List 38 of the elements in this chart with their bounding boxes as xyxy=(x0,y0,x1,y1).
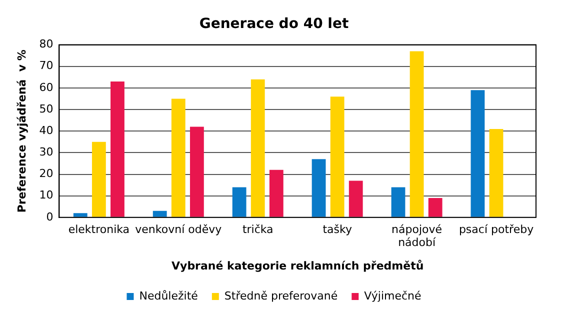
legend-label: Nedůležité xyxy=(139,289,198,302)
x-tick-label: tašky xyxy=(322,222,352,236)
bar xyxy=(171,98,186,217)
y-tick-label: 80 xyxy=(39,38,54,51)
bar xyxy=(312,159,326,217)
bar xyxy=(470,90,485,217)
y-tick-label: 60 xyxy=(39,80,54,94)
y-tick-label: 40 xyxy=(39,124,54,137)
bar xyxy=(250,79,265,217)
y-tick-label: 50 xyxy=(39,102,54,116)
bar xyxy=(428,198,442,217)
y-tick-label: 20 xyxy=(39,167,54,180)
bar xyxy=(92,142,106,217)
bar xyxy=(391,187,406,217)
y-axis-title: Preference vyjádřená v % xyxy=(15,50,28,213)
x-tick-label: psací potřeby xyxy=(458,222,534,236)
y-tick-label: 30 xyxy=(39,146,54,159)
bar xyxy=(489,128,504,217)
bar xyxy=(190,126,204,217)
bar xyxy=(110,81,124,217)
chart-title: Generace do 40 let xyxy=(199,16,349,32)
y-tick-label: 0 xyxy=(46,210,54,224)
x-tick-label: elektronika xyxy=(68,222,130,236)
bar xyxy=(348,180,363,217)
bar xyxy=(410,51,424,217)
x-axis-title: Vybrané kategorie reklamních předmětů xyxy=(172,259,424,272)
x-tick-label: nápojové nádobí xyxy=(392,222,442,250)
bar xyxy=(269,170,284,217)
legend-label: Výjimečné xyxy=(364,289,422,302)
y-tick-label: 70 xyxy=(39,59,54,72)
bar xyxy=(73,213,88,217)
legend-label: Středně preferované xyxy=(224,289,338,302)
x-tick-label: venkovní oděvy xyxy=(135,222,222,236)
y-tick-label: 10 xyxy=(39,188,54,202)
x-tick-label: trička xyxy=(242,222,274,236)
bar xyxy=(330,96,344,217)
bar xyxy=(232,187,246,217)
bar xyxy=(152,210,167,217)
